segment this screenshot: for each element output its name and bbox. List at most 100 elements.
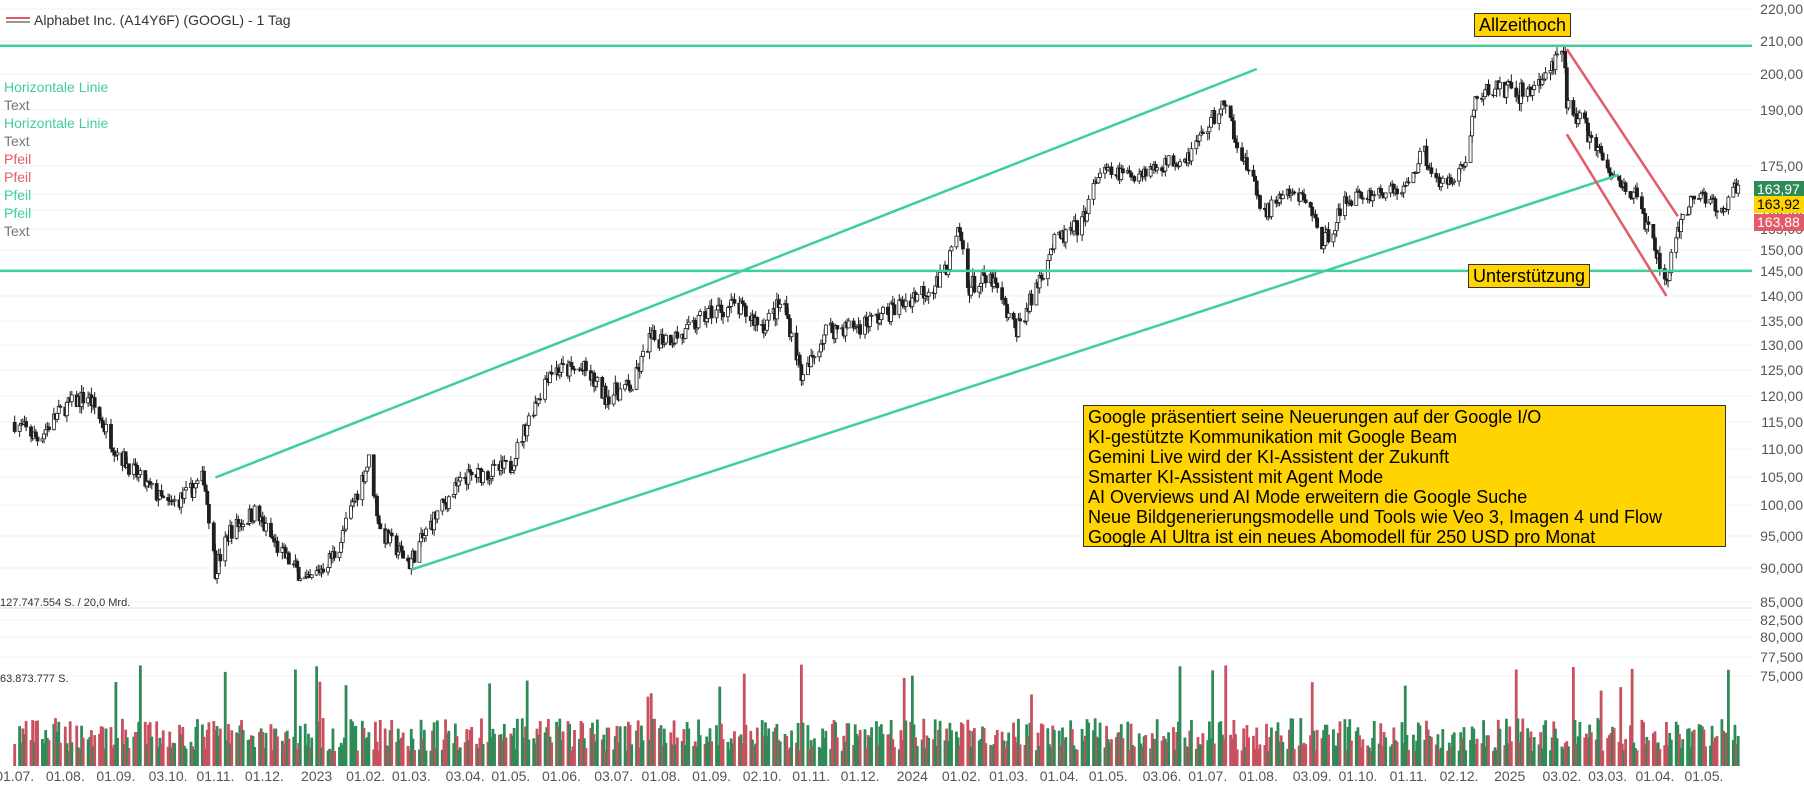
candle-body [1669, 251, 1674, 274]
volume-bar [101, 727, 105, 766]
candle-body [1635, 187, 1639, 198]
candle-body [1189, 148, 1194, 162]
volume-bar [238, 725, 242, 766]
candle-body [623, 384, 628, 390]
legend-item[interactable]: Text [4, 223, 30, 239]
volume-bar [481, 744, 485, 766]
candle-body [326, 567, 330, 573]
volume-bar [227, 724, 230, 766]
support-annotation[interactable]: Unterstützung [1468, 264, 1591, 288]
volume-bar [522, 737, 526, 766]
volume-bar [605, 727, 609, 766]
volume-bar [248, 739, 252, 766]
candle-body [641, 350, 645, 357]
volume-bar [196, 719, 199, 766]
candle-body [778, 303, 783, 308]
volume-bar [1292, 749, 1296, 766]
legend-item[interactable]: Pfeil [4, 205, 32, 221]
volume-bar [1565, 741, 1569, 766]
volume-bar [981, 726, 984, 766]
candle-body [1525, 88, 1530, 97]
candle-body [995, 282, 1000, 289]
candle-body [1231, 120, 1236, 140]
volume-bar [1526, 728, 1530, 766]
ath-annotation[interactable]: Allzeithoch [1474, 13, 1572, 37]
x-tick-label: 01.12. [841, 768, 880, 784]
legend-item[interactable]: Horizontale Linie [4, 79, 109, 95]
candle-body [652, 329, 657, 341]
candle-body [892, 304, 897, 316]
legend-item[interactable]: Text [4, 97, 30, 113]
volume-bar [1633, 748, 1637, 766]
candle-body [205, 490, 210, 505]
volume-bar [1483, 746, 1487, 766]
volume-bar [1689, 747, 1693, 766]
volume-bar [715, 725, 718, 766]
volume-bar [584, 747, 588, 766]
volume-bar [1470, 726, 1474, 766]
news-annotation-box[interactable]: Google präsentiert seine Neuerungen auf … [1083, 405, 1726, 547]
volume-bar [259, 728, 263, 766]
volume-bar [1575, 743, 1579, 766]
volume-bar [950, 730, 953, 766]
volume-bar [1487, 735, 1490, 766]
legend-item[interactable]: Text [4, 133, 30, 149]
volume-bar [207, 722, 211, 766]
volume-bar [1681, 739, 1685, 766]
volume-bar [45, 737, 49, 766]
candle-body [1605, 159, 1610, 169]
candle-body [396, 551, 401, 556]
candle-body [456, 480, 461, 487]
volume-bar [1412, 734, 1415, 766]
candle-body [58, 405, 63, 408]
volume-bar [491, 728, 495, 766]
candle-body [1566, 100, 1571, 109]
volume-bar [889, 719, 893, 766]
volume-bar [538, 721, 542, 766]
volume-bar [945, 728, 949, 766]
volume-bar [455, 736, 459, 766]
legend-item[interactable]: Pfeil [4, 169, 32, 185]
candle-body [639, 355, 644, 372]
candle-body [664, 334, 668, 344]
candle-body [1703, 192, 1708, 204]
volume-bar [1003, 747, 1007, 766]
volume-bar [493, 733, 496, 766]
candle-body [1411, 172, 1416, 183]
candle-body [1679, 219, 1683, 232]
volume-bar [200, 724, 204, 766]
volume-bar [537, 734, 540, 766]
volume-bar [1314, 750, 1317, 766]
volume-bar [1377, 743, 1381, 766]
volume-bar [1416, 722, 1420, 766]
candle-body [34, 431, 38, 438]
legend-item[interactable]: Horizontale Linie [4, 115, 109, 131]
volume-bar [1354, 731, 1358, 766]
volume-bar [111, 747, 115, 766]
volume-bar [1460, 738, 1464, 766]
volume-bar [1046, 728, 1050, 766]
candle-body [961, 240, 965, 250]
volume-bar [1137, 733, 1141, 766]
candle-body [138, 470, 143, 476]
candle-body [1029, 293, 1034, 306]
volume-bar [1103, 747, 1107, 766]
legend-item[interactable]: Pfeil [4, 151, 32, 167]
volume-bar [1194, 748, 1198, 766]
volume-bar [241, 730, 245, 766]
volume-bar [41, 738, 44, 766]
volume-bar [899, 730, 903, 766]
candle-body [549, 371, 554, 375]
candle-body [797, 354, 802, 366]
volume-bar [298, 725, 302, 766]
volume-bar [1074, 749, 1077, 766]
legend-item[interactable]: Pfeil [4, 187, 32, 203]
candle-body [321, 568, 326, 573]
volume-bar [968, 730, 971, 766]
volume-bar [202, 736, 206, 766]
candle-body [1418, 150, 1422, 165]
candle-body [618, 388, 623, 401]
volume-bar [786, 749, 790, 766]
volume-bar [1255, 727, 1259, 766]
volume-bar [1256, 748, 1260, 766]
